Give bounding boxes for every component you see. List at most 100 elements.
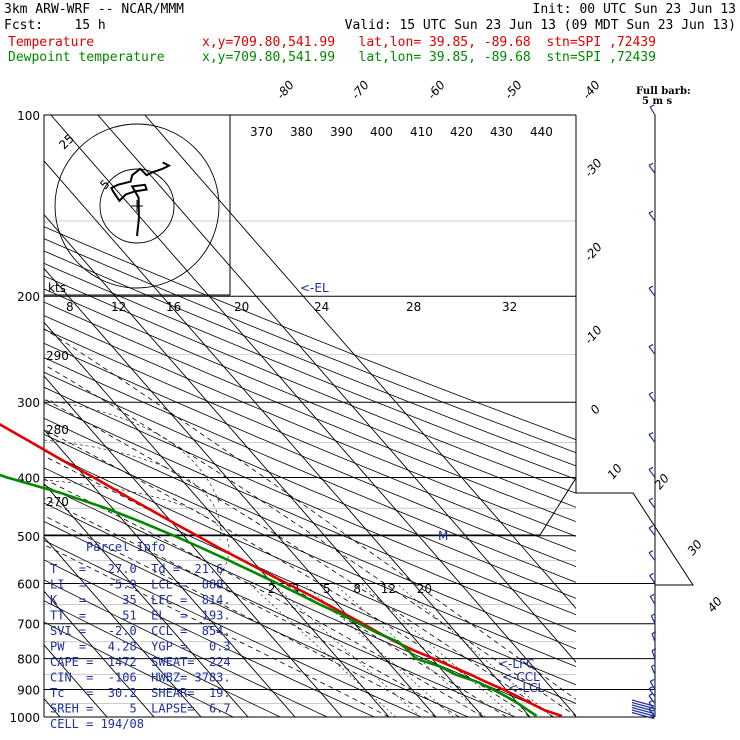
parcel-info-row-2: K = 35 LFC = 814. bbox=[50, 593, 231, 607]
isotherm-label--80: -80 bbox=[274, 78, 298, 102]
parcel-info-panel: Parcel Info T = 27.0 Td = 21.6 LI = -5.9 … bbox=[50, 540, 231, 731]
theta-label-370: 370 bbox=[250, 125, 273, 139]
wind-barb-850 bbox=[650, 663, 656, 675]
wind-barb-700 bbox=[650, 613, 656, 624]
lower-panel-border bbox=[44, 476, 694, 717]
dewpoint-station-info: x,y=709.80,541.99 lat,lon= 39.85, -89.68… bbox=[202, 50, 656, 65]
isotherm-label-30: 30 bbox=[685, 537, 706, 558]
mixing-ratio-label-20: 20 bbox=[417, 582, 432, 596]
isotherm-label--50: -50 bbox=[502, 78, 526, 102]
wind-barb-150 bbox=[648, 210, 656, 222]
wind-barb-900 bbox=[649, 678, 656, 690]
isotherm-label--60: -60 bbox=[425, 78, 449, 102]
mixing-ratio-label-12: 12 bbox=[381, 582, 396, 596]
wind-barb-400 bbox=[648, 466, 656, 478]
wind-barb-500 bbox=[648, 525, 656, 537]
parcel-info-row-1: LI = -5.9 LCL = 888. bbox=[50, 578, 231, 592]
dewpoint-legend-label: Dewpoint temperature bbox=[8, 50, 165, 65]
parcel-info-row-7: CIN = -106 HWBZ= 3783. bbox=[50, 671, 231, 685]
isotherm-label--10: -10 bbox=[582, 323, 606, 347]
hodograph-frame bbox=[43, 114, 231, 296]
lfc-marker: <-LFC bbox=[498, 657, 534, 671]
pressure-label-800: 800 bbox=[17, 653, 40, 667]
theta-label-430: 430 bbox=[490, 125, 513, 139]
parcel-info-row-5: PW = 4.28 YGP = 0.3 bbox=[50, 640, 231, 654]
surface-barb-1 bbox=[631, 701, 655, 710]
pressure-label-600: 600 bbox=[17, 577, 40, 591]
hodograph-kts-label: kts bbox=[48, 281, 66, 295]
wind-barb-650 bbox=[649, 593, 656, 605]
mixing-ratio-label-5: 5 bbox=[323, 582, 331, 596]
surface-barb-2 bbox=[631, 704, 655, 712]
parcel-info-row-4: SVI = -2.0 CCL = 854. bbox=[50, 624, 231, 638]
sounding-curves bbox=[0, 422, 563, 718]
model-title: 3km ARW-WRF -- NCAR/MMM bbox=[4, 2, 185, 17]
wind-barb-200 bbox=[648, 285, 656, 297]
hodograph-speed-12: 12 bbox=[111, 300, 126, 314]
hodograph-speed-32: 32 bbox=[502, 300, 517, 314]
theta-left-label-280: 280 bbox=[46, 423, 69, 437]
mixing-ratio-label-8: 8 bbox=[353, 582, 361, 596]
isotherm-label--40: -40 bbox=[580, 78, 604, 102]
forecast-hour: Fcst: 15 h bbox=[4, 18, 106, 33]
hodograph-trace bbox=[110, 161, 172, 237]
parcel-info-row-3: TT = 51 EL = 193. bbox=[50, 609, 231, 623]
hodograph-speed-28: 28 bbox=[406, 300, 421, 314]
hodograph-speed-24: 24 bbox=[314, 300, 329, 314]
wind-barb-350 bbox=[648, 431, 656, 443]
parcel-info-row-9: SREH = 5 LAPSE= 6.7 bbox=[50, 702, 231, 716]
wind-barbs bbox=[631, 104, 657, 720]
hodograph-speed-16: 16 bbox=[166, 300, 181, 314]
parcel-info-row-0: T = 27.0 Td = 21.6 bbox=[50, 562, 223, 576]
surface-barb-3 bbox=[631, 706, 655, 715]
isotherm-label--70: -70 bbox=[349, 78, 373, 102]
surface-barb-0 bbox=[631, 699, 655, 707]
theta-left-label-290: 290 bbox=[46, 349, 69, 363]
wind-barb-800 bbox=[651, 648, 657, 659]
wind-barb-300 bbox=[648, 391, 656, 403]
barb-key-units: 5 m s bbox=[642, 96, 673, 107]
theta-left-label-270: 270 bbox=[46, 495, 69, 509]
parcel-info-row-10: CELL = 194/08 bbox=[50, 717, 144, 731]
theta-label-440: 440 bbox=[530, 125, 553, 139]
pressure-label-300: 300 bbox=[17, 396, 40, 410]
wind-barb-925 bbox=[648, 686, 656, 697]
hodograph-speed-8: 8 bbox=[66, 300, 74, 314]
parcel-info-row-6: CAPE = 1472 SWEAT= 224 bbox=[50, 655, 231, 669]
theta-label-400: 400 bbox=[370, 125, 393, 139]
isotherm-label-40: 40 bbox=[705, 594, 726, 615]
pressure-label-200: 200 bbox=[17, 290, 40, 304]
pressure-label-500: 500 bbox=[17, 530, 40, 544]
isotherm-label--20: -20 bbox=[582, 240, 606, 264]
surface-barb-4 bbox=[631, 709, 655, 717]
m-marker: M bbox=[438, 529, 448, 543]
mixing-ratio-label-2: 2 bbox=[268, 582, 276, 596]
wind-barb-250 bbox=[648, 344, 656, 355]
lcl-marker: <-LCL bbox=[508, 681, 544, 695]
temperature-legend-label: Temperature bbox=[8, 35, 95, 50]
theta-label-390: 390 bbox=[330, 125, 353, 139]
surface-barb-5 bbox=[631, 711, 655, 720]
valid-time: Valid: 15 UTC Sun 23 Jun 13 (09 MDT Sun … bbox=[344, 18, 736, 33]
theta-label-410: 410 bbox=[410, 125, 433, 139]
hodograph-speed-20: 20 bbox=[234, 300, 249, 314]
wind-barb-600 bbox=[649, 572, 656, 584]
temperature-station-info: x,y=709.80,541.99 lat,lon= 39.85, -89.68… bbox=[202, 35, 656, 50]
hodograph-ring-label: 25 bbox=[56, 131, 77, 152]
barb-key-title: Full barb: bbox=[636, 86, 691, 97]
temperature-profile-line bbox=[0, 422, 563, 718]
theta-label-420: 420 bbox=[450, 125, 473, 139]
theta-label-380: 380 bbox=[290, 125, 313, 139]
wind-barb-550 bbox=[648, 550, 656, 562]
wind-barb-450 bbox=[648, 497, 656, 509]
wind-barb-750 bbox=[651, 631, 657, 642]
wind-barb-125 bbox=[648, 162, 656, 174]
parcel-info-row-8: Tc = 30.2 SHEAR= 19. bbox=[50, 686, 231, 700]
hodograph-ring-label-inner: 5 bbox=[97, 177, 112, 192]
isotherm-label-0: 0 bbox=[588, 402, 604, 417]
dewpoint-profile-line bbox=[0, 473, 538, 718]
pressure-label-900: 900 bbox=[17, 683, 40, 697]
isotherm-label--30: -30 bbox=[582, 156, 606, 180]
